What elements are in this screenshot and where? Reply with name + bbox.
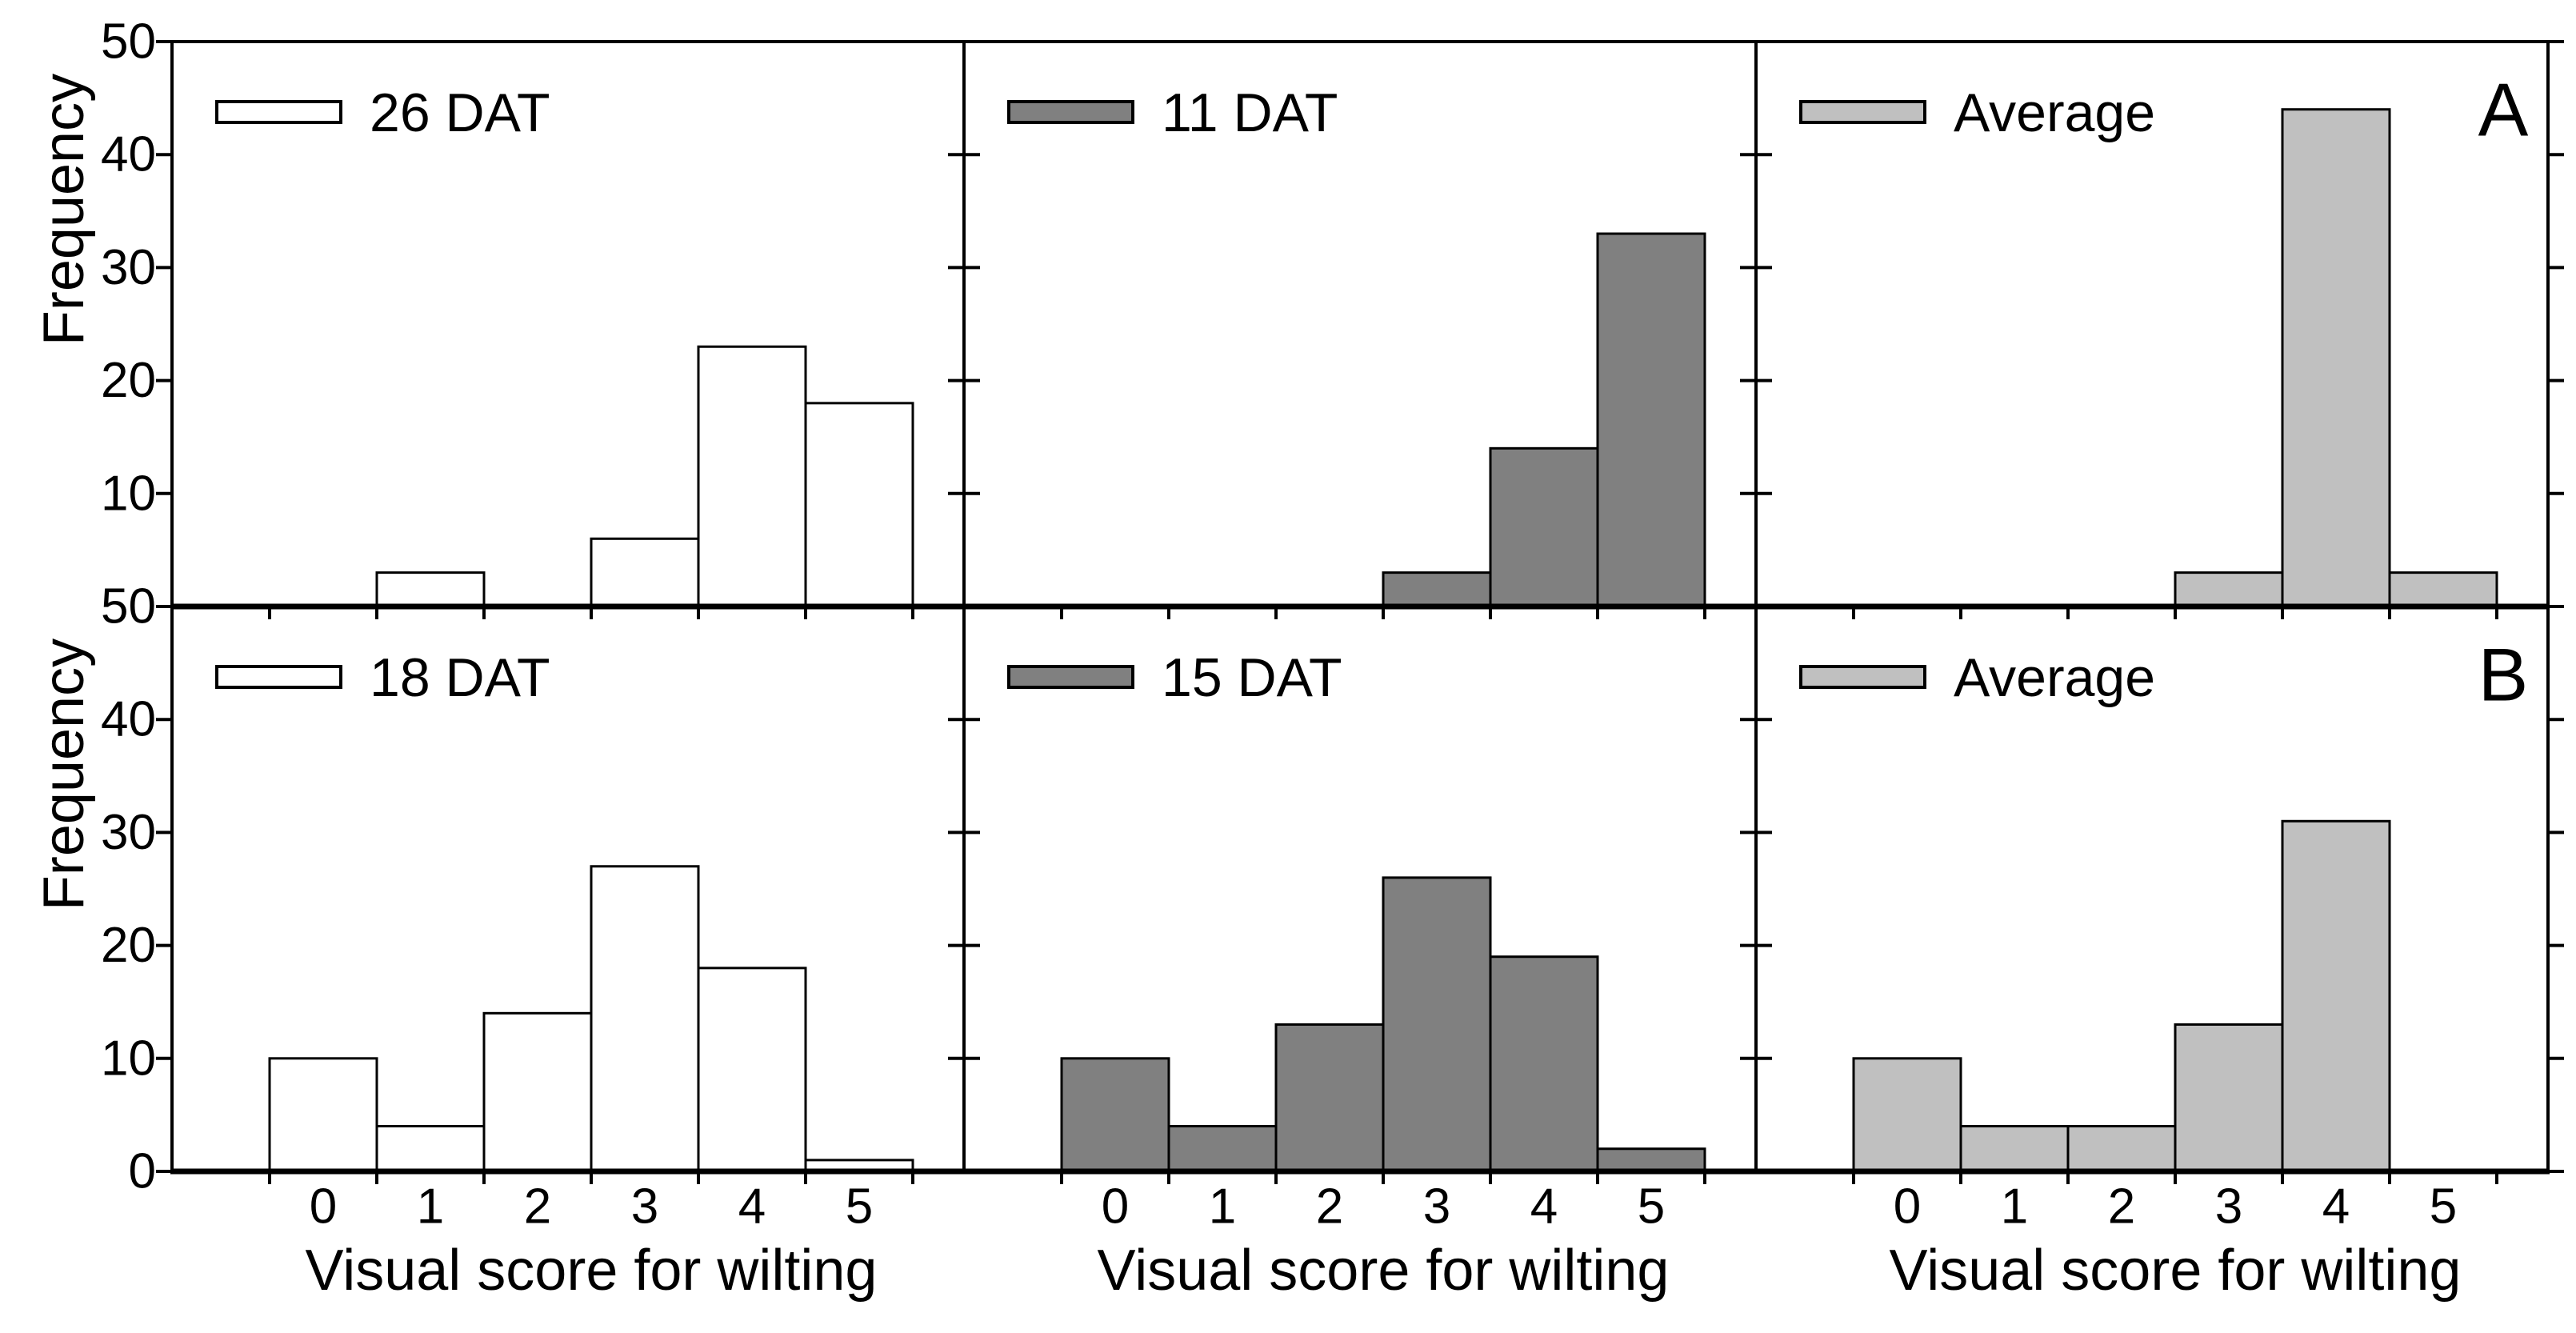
histogram-bar <box>2281 108 2391 608</box>
y-tick-label: 50 <box>101 579 156 634</box>
histogram-bar <box>2174 571 2284 608</box>
x-tick-label: 1 <box>1209 1179 1236 1235</box>
x-tick-label: 1 <box>417 1179 444 1235</box>
legend-swatch <box>215 100 342 124</box>
histogram-bar <box>1959 1125 2070 1173</box>
histogram-bar <box>590 865 700 1173</box>
histogram-bar <box>375 1125 486 1173</box>
x-tick-label: 1 <box>2001 1179 2028 1235</box>
y-tick-label: 0 <box>129 1144 156 1199</box>
y-tick-label: 10 <box>101 1031 156 1086</box>
x-tick-label: 2 <box>1316 1179 1343 1235</box>
histogram-bar <box>697 967 807 1173</box>
histogram-bar <box>2388 571 2498 608</box>
panel-letter: A <box>2478 68 2529 152</box>
x-tick-label: 4 <box>738 1179 766 1235</box>
y-axis-title: Frequency <box>32 638 96 911</box>
histogram-bar <box>1167 1125 1278 1173</box>
x-tick-label: 3 <box>631 1179 658 1235</box>
panel-letter: B <box>2478 633 2529 717</box>
x-tick-label: 2 <box>524 1179 551 1235</box>
legend-swatch <box>1799 665 1926 689</box>
x-axis-title: Visual score for wilting <box>306 1239 878 1303</box>
x-axis-title: Visual score for wilting <box>1890 1239 2462 1303</box>
x-tick-label: 4 <box>2322 1179 2350 1235</box>
histogram-bar <box>482 1011 593 1173</box>
x-tick-label: 0 <box>1894 1179 1921 1235</box>
histogram-bar <box>697 345 807 608</box>
y-tick-label: 20 <box>101 353 156 408</box>
histogram-bar <box>1382 571 1492 608</box>
legend-label: 18 DAT <box>370 647 550 708</box>
histogram-bar <box>2174 1023 2284 1173</box>
histogram-bar <box>1382 876 1492 1173</box>
y-tick-label: 40 <box>101 127 156 182</box>
histogram-bar <box>1852 1057 1962 1173</box>
histogram-bar <box>1060 1057 1170 1173</box>
y-tick-label: 50 <box>101 14 156 70</box>
x-tick-label: 0 <box>1102 1179 1129 1235</box>
y-tick-label: 30 <box>101 240 156 295</box>
x-tick-label: 5 <box>2430 1179 2457 1235</box>
x-tick-label: 5 <box>846 1179 873 1235</box>
legend-label: 15 DAT <box>1162 647 1342 708</box>
y-tick-label: 40 <box>101 692 156 747</box>
x-axis-title: Visual score for wilting <box>1098 1239 1670 1303</box>
x-tick-label: 5 <box>1638 1179 1665 1235</box>
legend-label: Average <box>1954 647 2155 708</box>
x-tick-label: 0 <box>310 1179 337 1235</box>
x-tick-label: 3 <box>2215 1179 2242 1235</box>
histogram-bar <box>1489 955 1599 1173</box>
y-axis-title: Frequency <box>32 74 96 346</box>
legend-swatch <box>1799 100 1926 124</box>
histogram-bar <box>2281 819 2391 1173</box>
legend-swatch <box>215 665 342 689</box>
histogram-bar <box>268 1057 378 1173</box>
y-tick-label: 20 <box>101 918 156 973</box>
histogram-bar <box>1596 1147 1706 1173</box>
histogram-bar <box>2066 1125 2177 1173</box>
x-tick-label: 3 <box>1423 1179 1450 1235</box>
histogram-bar <box>1596 232 1706 608</box>
x-tick-label: 2 <box>2108 1179 2135 1235</box>
legend-label: Average <box>1954 82 2155 143</box>
histogram-bar <box>1274 1023 1385 1173</box>
histogram-bar <box>375 571 486 608</box>
legend-swatch <box>1007 665 1134 689</box>
histogram-bar <box>804 402 914 608</box>
legend-label: 26 DAT <box>370 82 550 143</box>
legend-swatch <box>1007 100 1134 124</box>
y-tick-label: 30 <box>101 805 156 860</box>
y-tick-label: 10 <box>101 466 156 521</box>
legend-label: 11 DAT <box>1162 82 1338 143</box>
histogram-bar <box>1489 446 1599 608</box>
x-tick-label: 4 <box>1530 1179 1558 1235</box>
histogram-bar <box>590 537 700 608</box>
